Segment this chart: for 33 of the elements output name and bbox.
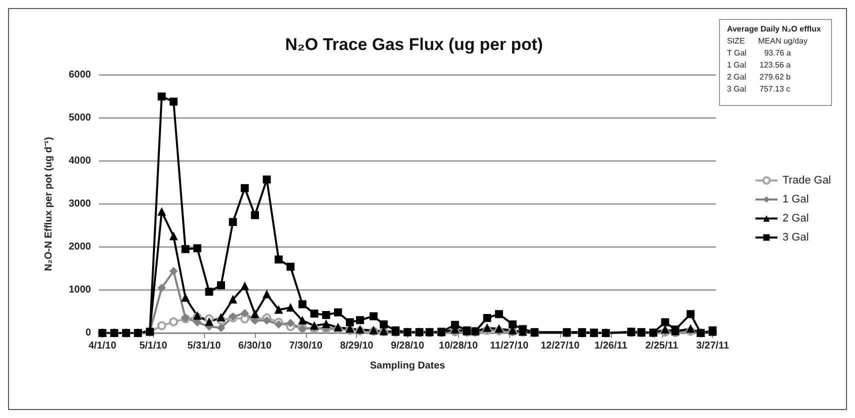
x-tick-label: 9/28/10 xyxy=(390,340,425,352)
x-tick-label: 7/30/10 xyxy=(289,340,323,352)
y-axis-title: N₂O-N Efflux per pot (ug d⁻¹) xyxy=(44,136,54,272)
text: 1 Gal 123.56 a xyxy=(727,60,792,70)
text: T Gal 93.76 a xyxy=(727,48,792,58)
legend-label: 2 Gal xyxy=(782,212,809,224)
y-tick-label: 6000 xyxy=(68,70,92,80)
chart-title: N₂O Trace Gas Flux (ug per pot) xyxy=(285,35,543,54)
y-tick-label: 4000 xyxy=(68,156,92,166)
x-tick-label: 12/27/10 xyxy=(540,340,580,352)
x-axis-title: Sampling Dates xyxy=(370,360,446,372)
legend-label: Trade Gal xyxy=(782,174,832,186)
x-tick-label: 5/31/10 xyxy=(187,340,222,352)
x-tick-label: 3/27/11 xyxy=(696,340,730,352)
x-tick-label: 2/25/11 xyxy=(645,340,679,352)
x-tick-label: 6/30/10 xyxy=(238,340,272,352)
y-tick-label: 5000 xyxy=(68,112,92,124)
text: Average Daily N₂O efflux xyxy=(727,24,822,34)
y-tick-label: 1000 xyxy=(68,284,92,296)
y-tick-label: 2000 xyxy=(68,242,92,252)
text: 2 Gal 279.62 b xyxy=(727,72,792,82)
x-tick-label: 4/1/10 xyxy=(88,340,117,352)
x-tick-label: 10/28/10 xyxy=(438,340,478,352)
legend-label: 3 Gal xyxy=(782,232,809,244)
text: SIZE MEAN ug/day xyxy=(727,36,808,46)
legend-label: 1 Gal xyxy=(782,194,809,206)
y-tick-label: 3000 xyxy=(68,198,92,210)
x-tick-label: 8/29/10 xyxy=(340,340,374,352)
x-tick-label: 5/1/10 xyxy=(139,340,168,352)
x-tick-label: 11/27/10 xyxy=(490,340,529,352)
text: 3 Gal 757.13 c xyxy=(727,84,790,94)
x-tick-label: 1/26/11 xyxy=(594,340,628,352)
y-tick-label: 0 xyxy=(85,328,92,338)
